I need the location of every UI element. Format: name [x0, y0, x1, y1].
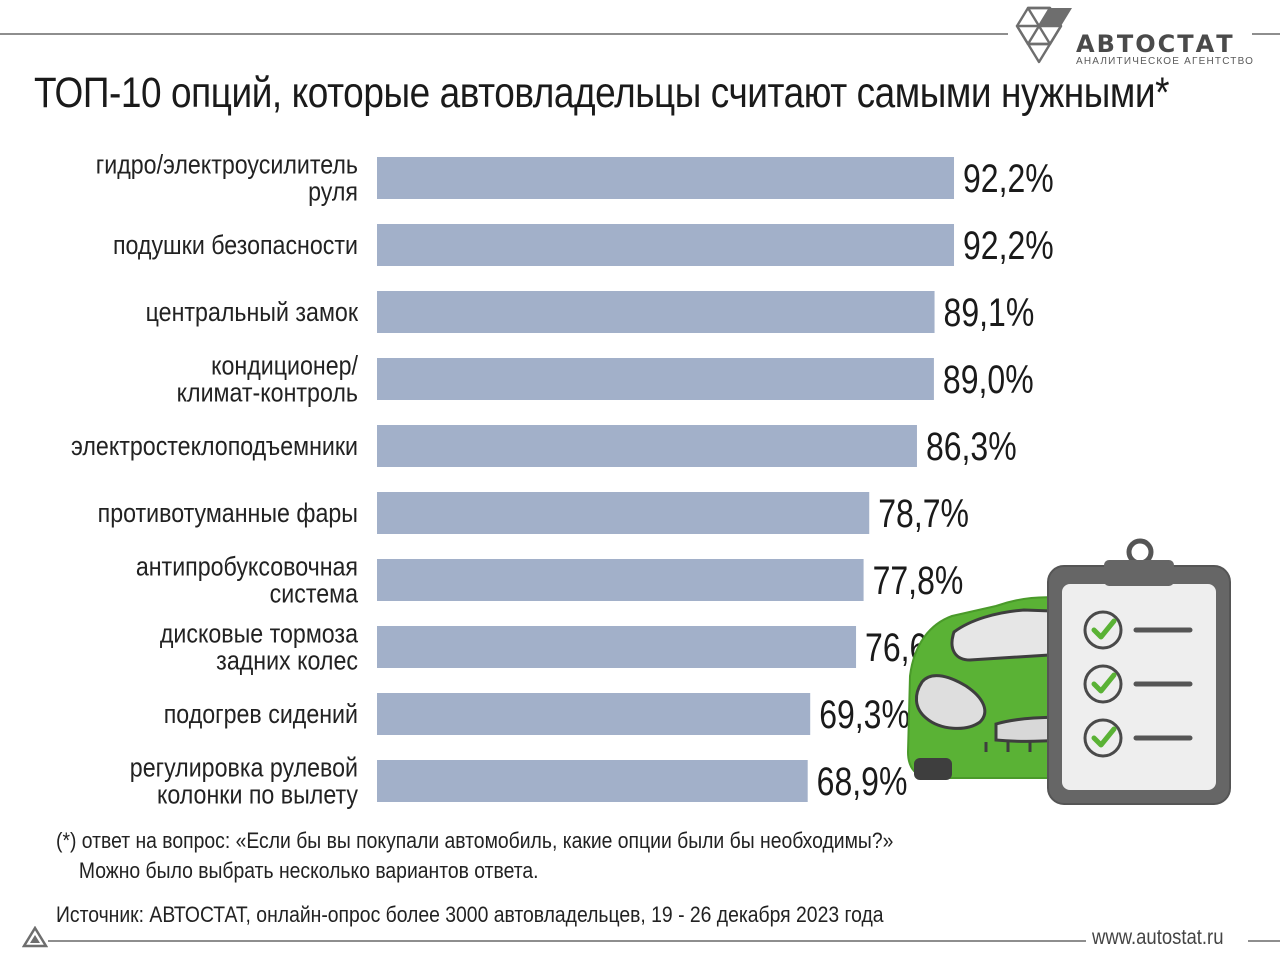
value-label: 86,3% — [926, 424, 1017, 469]
autostat-emblem-icon — [1015, 6, 1072, 64]
logo-name: АВТОСТАТ — [1076, 30, 1235, 58]
category-label: противотуманные фары — [98, 498, 358, 528]
website-link[interactable]: www.autostat.ru — [1092, 926, 1224, 949]
bar — [375, 356, 936, 402]
autostat-logo: АВТОСТАТ АНАЛИТИЧЕСКОЕ АГЕНТСТВО — [1006, 2, 1256, 67]
bar — [375, 222, 957, 268]
clipboard-checklist-icon — [1047, 538, 1231, 805]
bar — [375, 155, 957, 201]
category-label: задних колес — [216, 646, 358, 676]
chart-title: ТОП-10 опций, которые автовладельцы счит… — [34, 69, 1170, 117]
top-divider — [0, 33, 1008, 35]
category-label: подушки безопасности — [113, 230, 358, 260]
top-divider-end — [1252, 33, 1280, 35]
category-label: дисковые тормоза — [160, 619, 358, 649]
category-label: руля — [308, 177, 358, 207]
bar — [375, 423, 919, 469]
source-note: Источник: АВТОСТАТ, онлайн-опрос более 3… — [56, 902, 884, 927]
category-label: подогрев сидений — [164, 699, 358, 729]
car-checklist-illustration — [906, 538, 1231, 805]
bottom-divider — [48, 940, 1086, 942]
value-label: 92,2% — [963, 223, 1054, 268]
category-label: колонки по вылету — [157, 780, 358, 810]
bar — [375, 624, 859, 670]
category-label: система — [270, 579, 358, 609]
logo-tagline: АНАЛИТИЧЕСКОЕ АГЕНТСТВО — [1076, 56, 1255, 67]
footnote-question: (*) ответ на вопрос: «Если бы вы покупал… — [56, 828, 894, 853]
category-label: кондиционер/ — [211, 351, 358, 381]
value-label: 89,0% — [943, 357, 1034, 402]
category-label: климат-контроль — [177, 378, 358, 408]
bar — [375, 758, 810, 804]
value-label: 78,7% — [878, 491, 969, 536]
bar — [375, 490, 872, 536]
category-label: гидро/электроусилитель — [96, 150, 358, 180]
category-label: регулировка рулевой — [130, 753, 358, 783]
value-label: 89,1% — [944, 290, 1035, 335]
footnote: (*) ответ на вопрос: «Если бы вы покупал… — [56, 826, 936, 886]
value-label: 92,2% — [963, 156, 1054, 201]
value-label: 68,9% — [817, 759, 908, 804]
bar — [375, 289, 937, 335]
value-label: 69,3% — [819, 692, 910, 737]
category-label: антипробуксовочная — [136, 552, 358, 582]
category-label: электростеклоподъемники — [71, 431, 358, 461]
bar — [375, 691, 813, 737]
corner-triangle-icon — [22, 926, 48, 948]
category-label: центральный замок — [146, 297, 359, 327]
footnote-note: Можно было выбрать несколько вариантов о… — [78, 858, 539, 883]
bar — [375, 557, 866, 603]
bottom-divider-end — [1248, 940, 1280, 942]
